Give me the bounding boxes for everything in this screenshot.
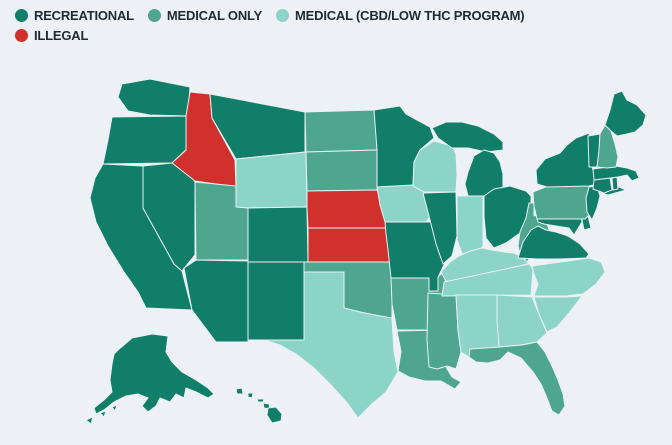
state-ak[interactable]: Alaska bbox=[93, 333, 215, 415]
state-nm[interactable]: New Mexico bbox=[247, 261, 305, 341]
state-hi[interactable]: Hawaii bbox=[256, 398, 265, 403]
state-wi[interactable]: Wisconsin bbox=[412, 140, 458, 193]
state-wy[interactable]: Wyoming bbox=[235, 151, 308, 209]
state-hi[interactable]: Hawaii bbox=[235, 387, 244, 395]
state-tx[interactable]: Texas bbox=[263, 271, 399, 419]
medical-cbd-dot-icon bbox=[276, 9, 290, 22]
legend-item-illegal: ILLEGAL bbox=[15, 28, 88, 43]
legend-label-medical-cbd: MEDICAL (CBD/LOW THC PROGRAM) bbox=[295, 8, 525, 23]
legend-label-illegal: ILLEGAL bbox=[34, 28, 89, 43]
state-va[interactable]: Virginia bbox=[517, 225, 590, 260]
state-or[interactable]: Oregon bbox=[102, 115, 189, 165]
state-ks[interactable]: Kansas bbox=[307, 227, 393, 263]
state-me[interactable]: Maine bbox=[604, 90, 647, 137]
legend-label-recreational: RECREATIONAL bbox=[34, 8, 134, 23]
state-ak[interactable]: Alaska bbox=[111, 404, 118, 412]
state-co[interactable]: Colorado bbox=[247, 206, 309, 263]
medical-only-dot-icon bbox=[147, 9, 161, 22]
state-ms[interactable]: Mississippi bbox=[426, 292, 462, 370]
state-nc[interactable]: North Carolina bbox=[531, 257, 606, 297]
state-ne[interactable]: Nebraska bbox=[306, 189, 391, 229]
state-hi[interactable]: Hawaii bbox=[247, 392, 254, 399]
legend: RECREATIONAL MEDICAL ONLY MEDICAL (CBD/L… bbox=[15, 8, 525, 43]
state-sc[interactable]: South Carolina bbox=[533, 295, 583, 333]
legend-item-recreational: RECREATIONAL bbox=[15, 8, 134, 23]
illegal-dot-icon bbox=[15, 29, 28, 42]
state-ma[interactable]: Massachusetts bbox=[592, 165, 640, 182]
legend-row-2: ILLEGAL bbox=[15, 28, 524, 43]
state-pa[interactable]: Pennsylvania bbox=[532, 183, 592, 220]
legend-label-medical-only: MEDICAL ONLY bbox=[166, 8, 263, 23]
state-nd[interactable]: North Dakota bbox=[304, 109, 378, 153]
state-ak[interactable]: Alaska bbox=[99, 410, 107, 418]
state-ak[interactable]: Alaska bbox=[85, 416, 94, 425]
state-tn[interactable]: Tennessee bbox=[441, 263, 534, 297]
state-wa[interactable]: Washington bbox=[117, 78, 191, 117]
state-ri[interactable]: Rhode Island bbox=[611, 176, 619, 191]
state-mi[interactable]: Michigan bbox=[464, 149, 504, 197]
state-fl[interactable]: Florida bbox=[468, 341, 566, 416]
state-hi[interactable]: Hawaii bbox=[266, 406, 283, 424]
legend-row-1: RECREATIONAL MEDICAL ONLY MEDICAL (CBD/L… bbox=[15, 8, 525, 23]
state-il[interactable]: Illinois bbox=[422, 191, 458, 265]
state-az[interactable]: Arizona bbox=[183, 259, 249, 343]
legend-item-medical-only: MEDICAL ONLY bbox=[147, 8, 263, 23]
state-in[interactable]: Indiana bbox=[456, 195, 484, 258]
state-mi[interactable]: Michigan bbox=[431, 121, 504, 153]
legend-item-medical-cbd: MEDICAL (CBD/LOW THC PROGRAM) bbox=[276, 8, 525, 23]
recreational-dot-icon bbox=[15, 9, 28, 22]
state-sd[interactable]: South Dakota bbox=[305, 149, 381, 192]
